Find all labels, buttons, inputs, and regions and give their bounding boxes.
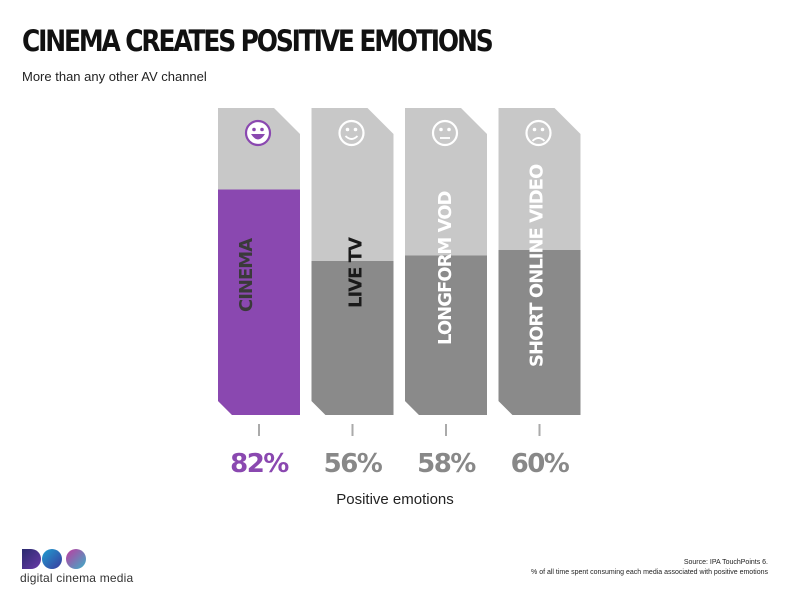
page-subtitle: More than any other AV channel [22, 69, 207, 84]
bar-group-0: CINEMA 82% [218, 108, 300, 479]
bar-group-1: LIVE TV 56% [311, 108, 394, 479]
bar-fill [218, 189, 300, 415]
source-line-1: Source: IPA TouchPoints 6. [683, 559, 768, 566]
smile-face-icon [338, 119, 365, 147]
bar-group-2: LONGFORM VOD 58% [405, 108, 487, 479]
x-axis-label: Positive emotions [336, 491, 454, 508]
logo-text: digital cinema media [20, 571, 134, 585]
value-label: 82% [230, 449, 289, 479]
category-label: LONGFORM VOD [435, 191, 456, 345]
category-label: LIVE TV [346, 237, 367, 308]
category-label: SHORT ONLINE VIDEO [527, 164, 548, 367]
value-label: 56% [324, 449, 383, 479]
sad-face-icon [525, 119, 552, 147]
bar-fill [405, 255, 487, 415]
dcm-logo-icon [22, 549, 86, 569]
neutral-face-icon [431, 119, 459, 147]
bar-fill [311, 261, 394, 415]
value-label: 58% [417, 449, 476, 479]
big-smile-face-icon [244, 119, 272, 147]
bar-group-3: SHORT ONLINE VIDEO 60% [498, 108, 581, 479]
bar-fill [498, 250, 581, 415]
value-label: 60% [511, 449, 570, 479]
source-note: Source: IPA TouchPoints 6. % of all time… [531, 558, 768, 578]
category-label: CINEMA [236, 238, 257, 312]
page-title: CINEMA CREATES POSITIVE EMOTIONS [22, 24, 494, 58]
source-line-2: % of all time spent consuming each media… [531, 569, 768, 576]
